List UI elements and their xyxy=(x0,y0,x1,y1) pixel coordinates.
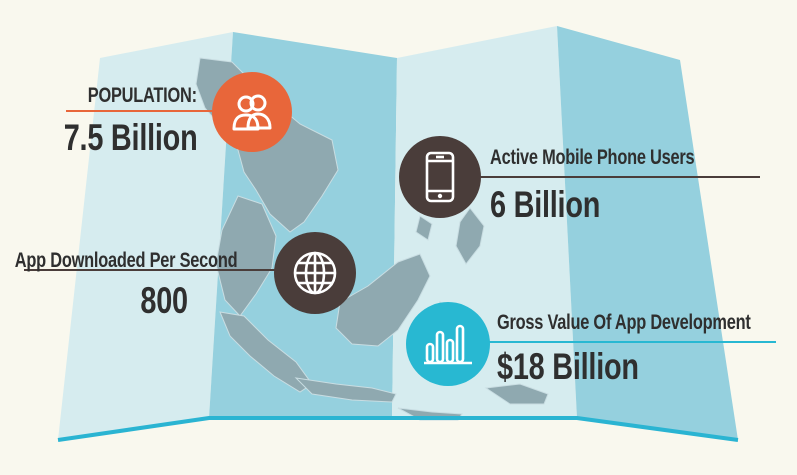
bar-chart-icon xyxy=(424,324,472,365)
mobile-users-value: 6 Billion xyxy=(490,184,601,225)
app-downloads-label: App Downloaded Per Second xyxy=(14,249,237,272)
app-downloads-badge xyxy=(274,232,356,314)
mobile-users-line xyxy=(440,176,760,178)
mobile-users-label: Active Mobile Phone Users xyxy=(490,146,695,169)
app-value-line xyxy=(450,341,776,343)
map-bottom-edge xyxy=(57,416,739,442)
app-value-value: $18 Billion xyxy=(497,346,639,387)
app-value-label: Gross Value Of App Development xyxy=(497,311,751,334)
globe-icon xyxy=(293,251,337,295)
map-panel-1 xyxy=(58,32,233,440)
map-panel-4 xyxy=(557,26,738,440)
smartphone-icon xyxy=(425,151,455,203)
mobile-users-badge xyxy=(399,136,481,218)
population-value: 7.5 Billion xyxy=(63,117,197,158)
app-downloads-line xyxy=(24,269,324,271)
app-downloads-value: 800 xyxy=(140,280,189,321)
app-value-badge xyxy=(406,302,490,386)
population-line xyxy=(66,110,246,112)
population-label: POPULATION: xyxy=(87,84,197,107)
population-badge xyxy=(212,72,292,152)
users-icon xyxy=(232,94,272,131)
